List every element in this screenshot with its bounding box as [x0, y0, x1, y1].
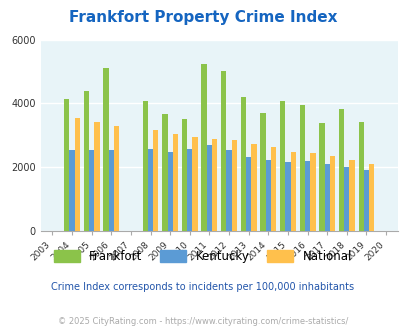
Bar	[343, 167, 349, 231]
Bar	[114, 126, 119, 231]
Bar	[83, 91, 89, 231]
Bar	[226, 150, 231, 231]
Bar	[103, 68, 109, 231]
Bar	[358, 122, 363, 231]
Bar	[231, 140, 237, 231]
Bar	[192, 137, 197, 231]
Bar	[324, 164, 329, 231]
Bar	[349, 160, 354, 231]
Bar	[270, 148, 275, 231]
Bar	[187, 149, 192, 231]
Bar	[201, 63, 206, 231]
Bar	[285, 162, 290, 231]
Bar	[173, 134, 178, 231]
Bar	[245, 157, 251, 231]
Bar	[206, 145, 211, 231]
Bar	[304, 161, 309, 231]
Bar	[290, 151, 295, 231]
Bar	[251, 144, 256, 231]
Bar	[153, 130, 158, 231]
Bar	[167, 151, 173, 231]
Bar	[318, 123, 324, 231]
Bar	[368, 164, 373, 231]
Bar	[142, 102, 147, 231]
Bar	[299, 105, 304, 231]
Bar	[265, 160, 270, 231]
Bar	[162, 114, 167, 231]
Bar	[240, 97, 245, 231]
Bar	[363, 170, 368, 231]
Bar	[260, 113, 265, 231]
Bar	[64, 99, 69, 231]
Text: Crime Index corresponds to incidents per 100,000 inhabitants: Crime Index corresponds to incidents per…	[51, 282, 354, 292]
Bar	[109, 150, 114, 231]
Text: © 2025 CityRating.com - https://www.cityrating.com/crime-statistics/: © 2025 CityRating.com - https://www.city…	[58, 317, 347, 326]
Bar	[338, 109, 343, 231]
Bar	[279, 101, 285, 231]
Bar	[69, 150, 75, 231]
Bar	[329, 156, 335, 231]
Bar	[94, 121, 99, 231]
Bar	[147, 149, 153, 231]
Bar	[181, 119, 187, 231]
Legend: Frankfort, Kentucky, National: Frankfort, Kentucky, National	[49, 245, 356, 268]
Bar	[309, 153, 315, 231]
Bar	[75, 118, 80, 231]
Bar	[89, 150, 94, 231]
Bar	[221, 71, 226, 231]
Text: Frankfort Property Crime Index: Frankfort Property Crime Index	[68, 10, 337, 25]
Bar	[211, 139, 217, 231]
